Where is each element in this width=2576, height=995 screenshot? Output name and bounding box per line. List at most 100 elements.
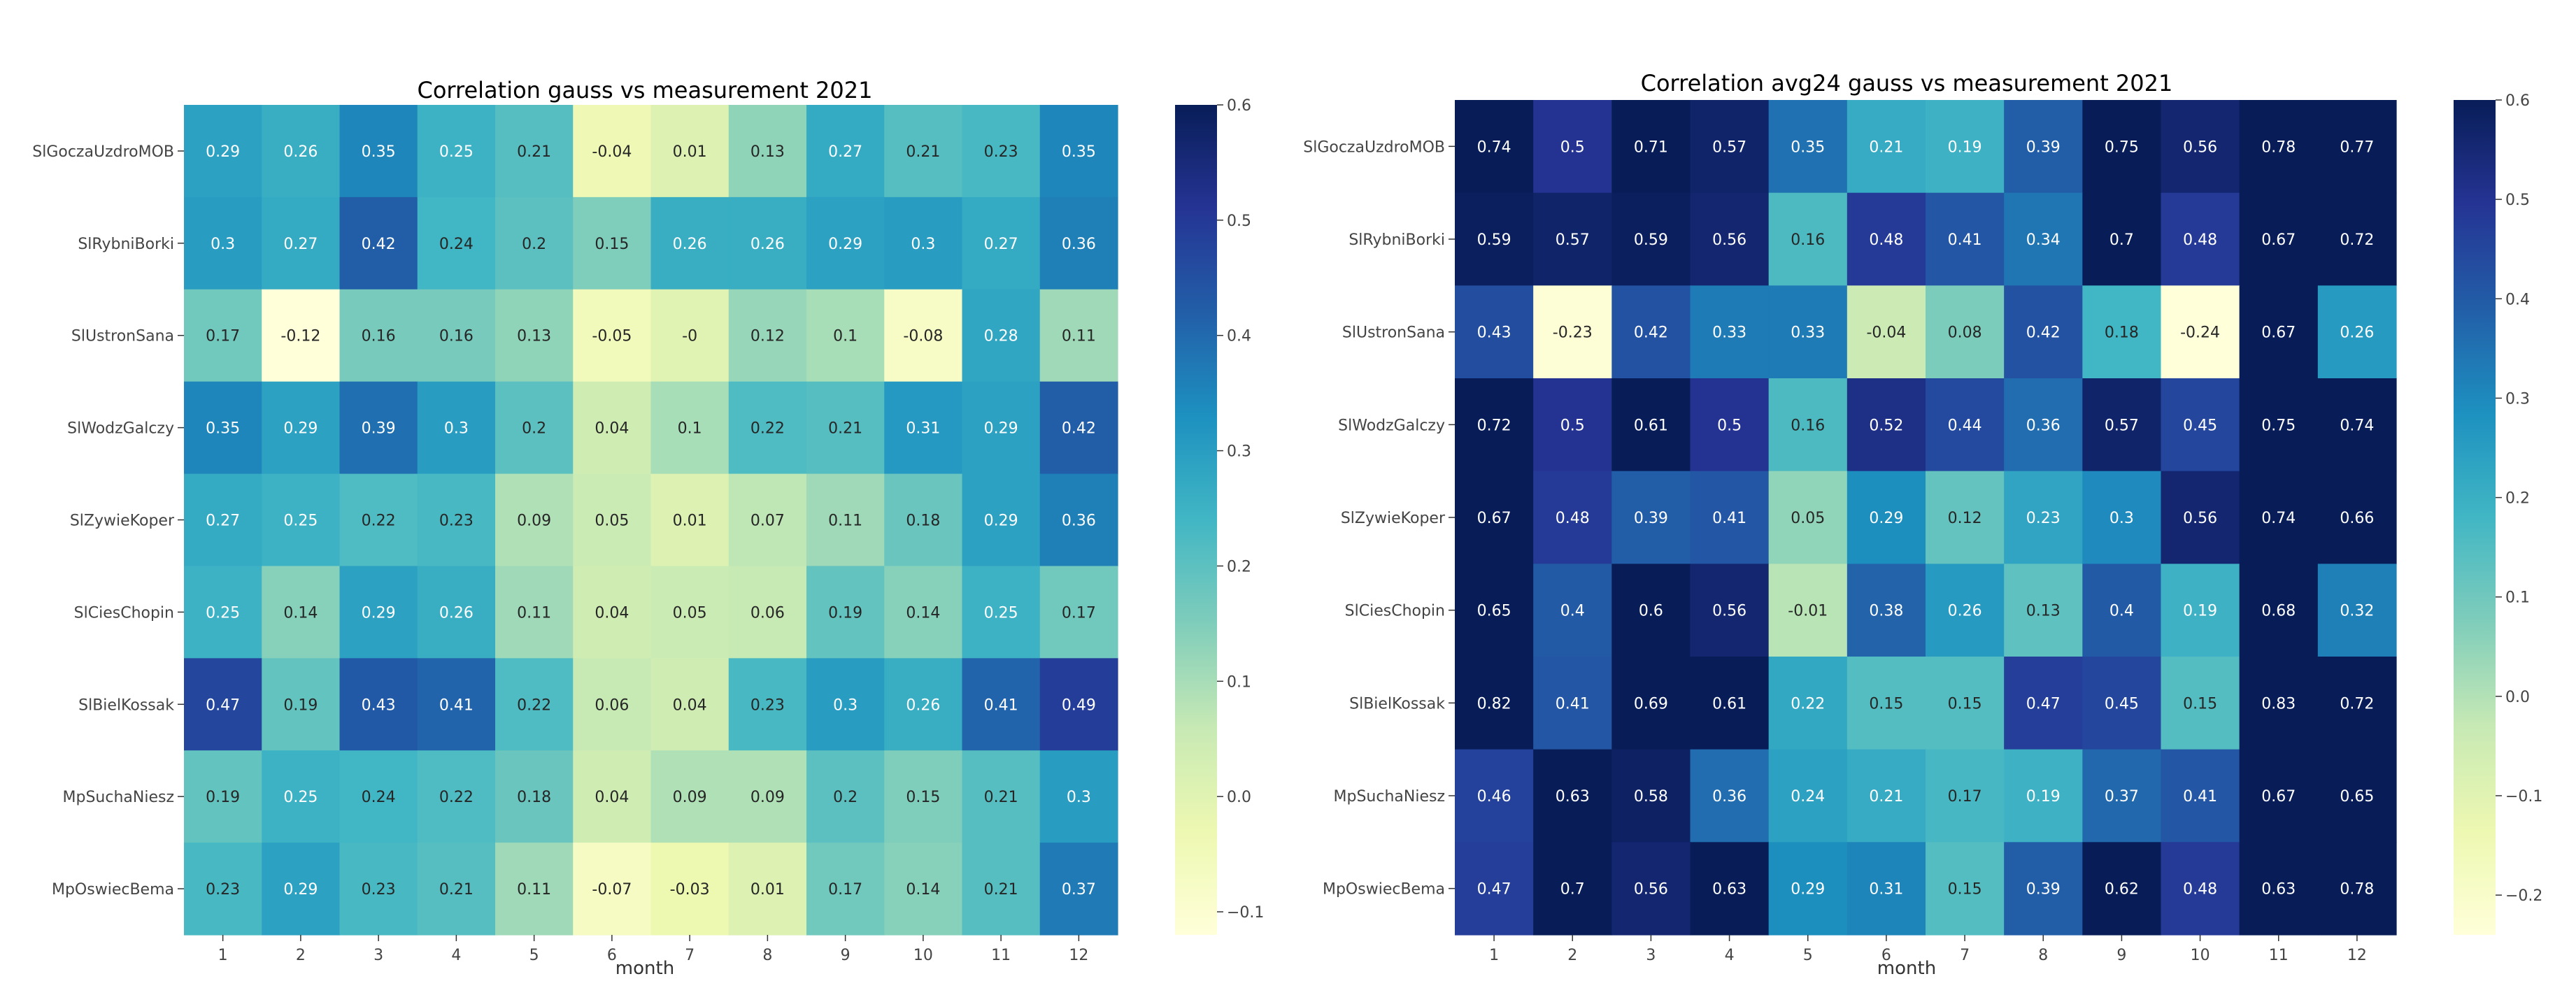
cell-value-label: 0.45: [2183, 417, 2217, 434]
heatmap-cell: [339, 566, 418, 659]
cell-value-label: 0.28: [984, 328, 1018, 345]
heatmap-cell: [262, 658, 341, 751]
heatmap-cell: [2317, 657, 2397, 750]
heatmap-cell: [884, 843, 963, 936]
cell-value-label: 0.33: [1791, 324, 1825, 342]
cell-value-label: 0.44: [1948, 417, 1982, 434]
x-tick-label: 12: [2347, 947, 2367, 964]
heatmap-cell: [650, 381, 730, 475]
cell-value-label: 0.25: [439, 143, 474, 161]
cell-value-label: 0.29: [1791, 881, 1825, 899]
cell-value-label: 0.05: [595, 513, 629, 530]
heatmap-cell: [1926, 564, 2005, 657]
heatmap-cell: [2161, 564, 2240, 657]
heatmap-cell: [2317, 842, 2397, 936]
heatmap-cell: [1690, 378, 1770, 472]
heatmap-cell: [1846, 100, 1926, 194]
x-tick-label: 12: [1069, 947, 1088, 964]
cell-value-label: 0.2: [522, 420, 546, 438]
cell-value-label: 0.19: [283, 696, 318, 714]
cell-value-label: 0.3: [211, 236, 235, 253]
heatmap-cell: [262, 843, 341, 936]
cell-value-label: 0.77: [2340, 138, 2374, 156]
cell-value-label: 0.36: [1062, 513, 1096, 530]
cell-value-label: 0.3: [833, 696, 858, 714]
colorbar-tick-label: 0.4: [1227, 328, 1251, 345]
x-tick-label: 7: [685, 947, 695, 964]
x-tick-label: 4: [1725, 947, 1735, 964]
heatmap-cell: [417, 750, 496, 843]
heatmap-cell: [184, 196, 262, 290]
x-tick-label: 2: [1567, 947, 1577, 964]
cell-value-label: 0.68: [2261, 603, 2296, 620]
heatmap-cell: [962, 381, 1041, 475]
x-tick-label: 1: [218, 947, 228, 964]
heatmap-cell: [2004, 192, 2083, 286]
heatmap-cell: [1455, 192, 1534, 286]
heatmap-cell: [1039, 473, 1118, 567]
x-axis-label: month: [615, 958, 674, 979]
heatmap-cell: [2004, 749, 2083, 843]
heatmap-cell: [573, 658, 652, 751]
cell-value-label: 0.09: [750, 789, 785, 806]
cell-value-label: 0.23: [984, 143, 1018, 161]
cell-value-label: -0.08: [903, 328, 943, 345]
cell-value-label: 0.15: [595, 236, 629, 253]
cell-value-label: 0.11: [1062, 328, 1096, 345]
heatmap-cell: [339, 105, 418, 198]
cell-value-label: 0.15: [1869, 695, 1903, 713]
cell-value-label: 0.26: [283, 143, 318, 161]
heatmap-cell: [1039, 289, 1118, 382]
cell-value-label: 0.72: [1477, 417, 1511, 434]
cell-value-label: 0.23: [362, 881, 396, 899]
cell-value-label: 0.57: [2105, 417, 2139, 434]
heatmap-cell: [495, 750, 574, 843]
cell-value-label: 0.21: [1869, 138, 1903, 156]
heatmap-cell: [1926, 657, 2005, 750]
cell-value-label: -0.23: [1553, 324, 1593, 342]
colorbar-tick-label: 0.5: [1227, 213, 1251, 230]
heatmap-cell: [650, 196, 730, 290]
cell-value-label: 0.75: [2105, 138, 2139, 156]
heatmap-cell: [2004, 100, 2083, 194]
cell-value-label: 0.49: [1062, 696, 1096, 714]
x-tick-label: 11: [2269, 947, 2289, 964]
cell-value-label: 0.37: [2105, 788, 2139, 806]
cell-value-label: 0.78: [2340, 881, 2374, 899]
x-tick-label: 8: [2038, 947, 2048, 964]
heatmap-cell: [2004, 564, 2083, 657]
colorbar-tick-label: 0.1: [1227, 673, 1251, 691]
heatmap-cell: [728, 473, 807, 567]
cell-value-label: 0.19: [828, 604, 862, 622]
heatmap-cell: [1768, 657, 1848, 750]
cell-value-label: 0.11: [828, 513, 862, 530]
cell-value-label: 0.3: [444, 420, 469, 438]
colorbar-tick-label: 0.0: [2505, 689, 2530, 706]
heatmap-cell: [1533, 100, 1612, 194]
cell-value-label: 0.27: [828, 143, 862, 161]
colorbar: [2454, 100, 2496, 935]
heatmap-cell: [1455, 842, 1534, 936]
heatmap-cell: [650, 750, 730, 843]
y-tick-label: SlZywieKoper: [70, 513, 175, 530]
y-tick-label: SlCiesChopin: [1345, 603, 1445, 620]
cell-value-label: 0.4: [2109, 603, 2134, 620]
cell-value-label: 0.48: [1869, 231, 1903, 249]
cell-value-label: 0.24: [439, 236, 474, 253]
heatmap-cell: [884, 473, 963, 567]
cell-value-label: 0.29: [984, 420, 1018, 438]
cell-value-label: 0.26: [906, 696, 940, 714]
cell-value-label: 0.35: [1062, 143, 1096, 161]
heatmap-cell: [1039, 381, 1118, 475]
cell-value-label: 0.56: [2183, 138, 2217, 156]
cell-value-label: 0.25: [283, 789, 318, 806]
colorbar-tick-label: 0.3: [1227, 443, 1251, 461]
heatmap-cell: [417, 566, 496, 659]
heatmap-cell: [2082, 100, 2162, 194]
x-tick-label: 8: [762, 947, 772, 964]
cell-value-label: 0.56: [1634, 881, 1668, 899]
heatmap-cell: [2161, 749, 2240, 843]
heatmap-cell: [495, 566, 574, 659]
heatmap-cell: [339, 196, 418, 290]
